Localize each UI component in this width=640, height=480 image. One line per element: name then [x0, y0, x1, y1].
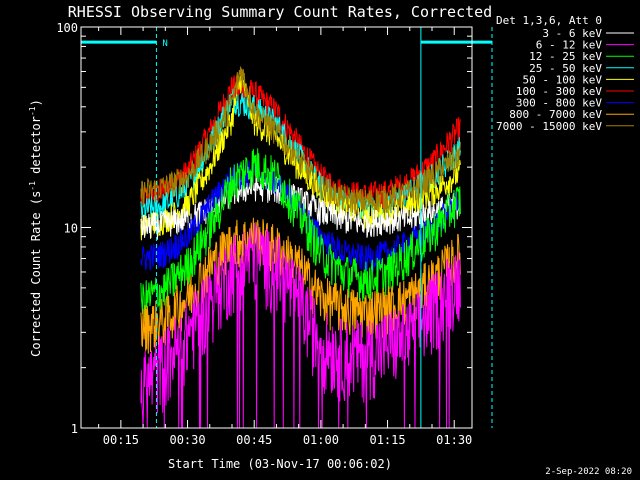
x-axis-label: Start Time (03-Nov-17 00:06:02)	[168, 457, 392, 471]
y-tick-label-1: 10	[64, 222, 78, 236]
legend-label-1: 6 - 12 keV	[536, 39, 603, 52]
y-axis-label: Corrected Count Rate (s-1 detector-1)	[28, 99, 43, 357]
y-axis-label-sup2: -1	[28, 106, 37, 116]
legend-label-0: 3 - 6 keV	[542, 27, 602, 40]
legend-label-4: 50 - 100 keV	[523, 73, 603, 86]
legend-title: Det 1,3,6, Att 0	[496, 14, 602, 27]
series-layer	[140, 66, 461, 429]
y-axis-label-mid: detector	[29, 116, 43, 181]
legend-label-5: 100 - 300 keV	[516, 85, 602, 98]
x-tick-label-5: 01:30	[436, 433, 472, 447]
legend-label-8: 7000 - 15000 keV	[496, 120, 602, 133]
y-tick-label-2: 100	[56, 21, 78, 35]
legend-label-7: 800 - 7000 keV	[509, 108, 602, 121]
series-line-5	[140, 75, 461, 210]
series-line-1	[140, 222, 461, 429]
y-axis-label-sup1: -1	[28, 181, 37, 191]
x-tick-label-0: 00:15	[103, 433, 139, 447]
series-line-8	[140, 66, 461, 215]
y-tick-label-0: 1	[71, 422, 78, 436]
timestamp: 2-Sep-2022 08:20	[545, 467, 632, 477]
series-line-2	[140, 148, 461, 322]
y-axis-label-end: )	[29, 99, 43, 106]
axes-layer: 00:15 00:30 00:45 01:00 01:15 01:30 1 10 100	[56, 21, 473, 447]
legend-label-2: 12 - 25 keV	[529, 50, 602, 63]
chart-title: RHESSI Observing Summary Count Rates, Co…	[68, 3, 492, 21]
night-label: N	[162, 39, 167, 49]
legend-label-3: 25 - 50 keV	[529, 62, 602, 75]
x-tick-label-1: 00:30	[169, 433, 205, 447]
legend-label-6: 300 - 800 keV	[516, 97, 602, 110]
x-tick-label-3: 01:00	[303, 433, 339, 447]
series-line-4	[140, 74, 461, 241]
x-tick-label-2: 00:45	[236, 433, 272, 447]
y-axis-label-main: Corrected Count Rate (s	[29, 191, 43, 357]
x-tick-label-4: 01:15	[369, 433, 405, 447]
